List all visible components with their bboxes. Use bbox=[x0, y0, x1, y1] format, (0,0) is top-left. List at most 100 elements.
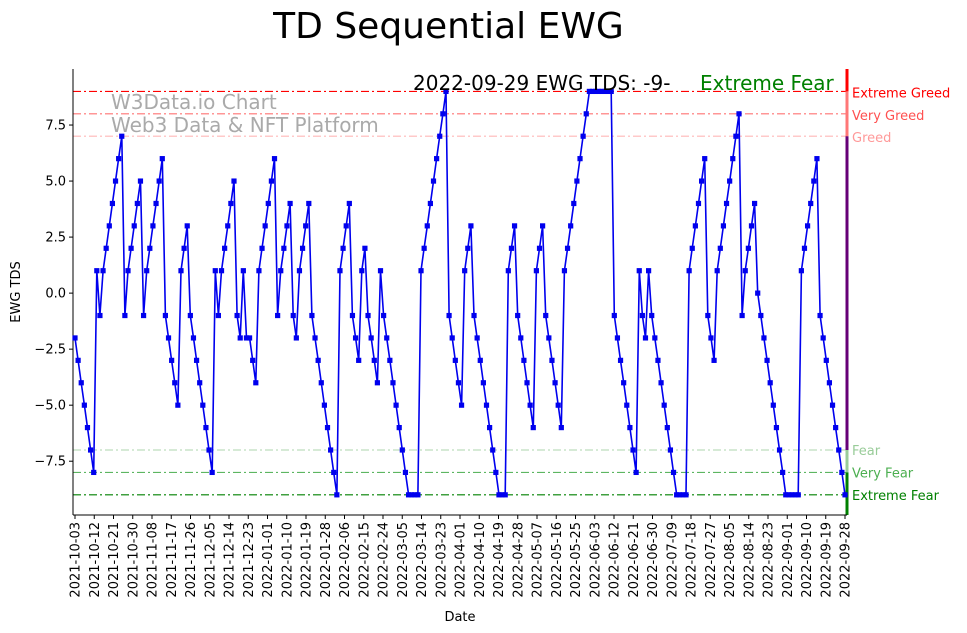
data-point bbox=[374, 380, 380, 386]
data-point bbox=[271, 156, 278, 162]
data-point bbox=[546, 335, 552, 341]
reference-label: Extreme Fear bbox=[852, 489, 940, 504]
data-point bbox=[340, 245, 346, 251]
data-point bbox=[670, 469, 677, 476]
data-point bbox=[346, 200, 352, 207]
data-point bbox=[490, 447, 496, 453]
data-point bbox=[611, 312, 617, 319]
data-point bbox=[190, 335, 197, 341]
watermark-line: Web3 Data & NFT Platform bbox=[111, 113, 379, 137]
data-point bbox=[776, 447, 783, 453]
data-point bbox=[761, 335, 767, 341]
x-tick-label: 2022-04-28 bbox=[511, 522, 526, 598]
data-point bbox=[156, 178, 162, 184]
data-point bbox=[449, 335, 455, 341]
data-point bbox=[571, 200, 577, 207]
data-point bbox=[829, 402, 836, 408]
data-point bbox=[443, 88, 449, 95]
data-point bbox=[739, 312, 745, 319]
data-point bbox=[639, 312, 645, 319]
data-point bbox=[555, 402, 561, 408]
data-point bbox=[733, 133, 739, 139]
data-point bbox=[589, 88, 596, 95]
data-point bbox=[172, 380, 178, 386]
x-tick-label: 2021-10-12 bbox=[88, 522, 103, 598]
data-point bbox=[527, 402, 533, 408]
data-point bbox=[711, 357, 717, 363]
data-point bbox=[181, 245, 187, 251]
data-point bbox=[72, 335, 78, 341]
data-point bbox=[804, 223, 811, 229]
data-point bbox=[405, 492, 412, 498]
data-point bbox=[193, 357, 200, 363]
x-tick-label: 2021-12-14 bbox=[223, 522, 238, 598]
data-point bbox=[780, 469, 786, 476]
y-tick-label: −2.5 bbox=[34, 343, 66, 358]
y-tick-label: 2.5 bbox=[45, 231, 66, 246]
x-tick-label: 2022-08-23 bbox=[762, 522, 777, 598]
data-point bbox=[234, 312, 240, 319]
data-point bbox=[390, 380, 396, 386]
data-point bbox=[817, 312, 823, 319]
x-tick-label: 2022-06-30 bbox=[646, 522, 661, 598]
data-point bbox=[299, 245, 306, 251]
x-tick-label: 2022-06-21 bbox=[627, 522, 642, 598]
data-point bbox=[505, 268, 511, 274]
data-point bbox=[75, 357, 81, 363]
x-tick-label: 2022-09-19 bbox=[819, 522, 834, 598]
data-point bbox=[250, 357, 256, 363]
x-tick-label: 2022-02-15 bbox=[357, 522, 372, 598]
x-tick-label: 2022-07-09 bbox=[665, 522, 680, 598]
x-tick-label: 2022-04-19 bbox=[492, 522, 507, 598]
data-point bbox=[758, 312, 764, 319]
data-point bbox=[686, 268, 692, 274]
x-tick-label: 2021-12-05 bbox=[203, 522, 218, 598]
data-point bbox=[368, 335, 374, 341]
data-point bbox=[377, 268, 384, 274]
data-point bbox=[309, 312, 315, 319]
data-point bbox=[730, 156, 736, 162]
data-point bbox=[178, 268, 184, 274]
x-tick-label: 2021-11-26 bbox=[184, 522, 199, 598]
data-point bbox=[421, 245, 427, 251]
data-point bbox=[212, 268, 218, 274]
data-point bbox=[106, 223, 112, 229]
data-point bbox=[184, 223, 190, 229]
data-point bbox=[605, 88, 611, 95]
data-point bbox=[593, 88, 599, 95]
data-point bbox=[275, 312, 281, 319]
data-point bbox=[564, 245, 571, 251]
data-point bbox=[462, 268, 468, 274]
data-point bbox=[811, 178, 817, 184]
data-point bbox=[458, 402, 465, 408]
data-point bbox=[137, 178, 144, 184]
x-tick-label: 2022-01-19 bbox=[300, 522, 315, 598]
x-tick-label: 2022-07-27 bbox=[704, 522, 719, 598]
data-point bbox=[84, 424, 91, 431]
data-point bbox=[440, 111, 446, 117]
data-point bbox=[399, 447, 405, 453]
x-tick-label: 2022-09-28 bbox=[839, 522, 854, 598]
data-point bbox=[125, 268, 131, 274]
data-point bbox=[487, 424, 493, 431]
data-point bbox=[530, 424, 536, 431]
data-point bbox=[745, 245, 751, 251]
data-point bbox=[477, 357, 483, 363]
data-point bbox=[727, 178, 733, 184]
latest-value-annotation: 2022-09-29 EWG TDS: -9- bbox=[413, 71, 670, 95]
data-point bbox=[206, 447, 212, 453]
x-tick-label: 2022-02-24 bbox=[377, 522, 392, 598]
data-point bbox=[839, 469, 845, 476]
data-point bbox=[290, 312, 296, 319]
data-point bbox=[362, 245, 368, 251]
data-point bbox=[396, 424, 402, 431]
data-point bbox=[150, 223, 156, 229]
data-point bbox=[680, 492, 686, 498]
reference-label: Greed bbox=[852, 131, 891, 146]
data-point bbox=[128, 245, 134, 251]
data-point bbox=[296, 268, 303, 274]
data-point bbox=[649, 312, 655, 319]
data-point bbox=[424, 223, 430, 229]
x-tick-label: 2022-03-23 bbox=[434, 522, 449, 598]
data-point bbox=[262, 223, 268, 229]
